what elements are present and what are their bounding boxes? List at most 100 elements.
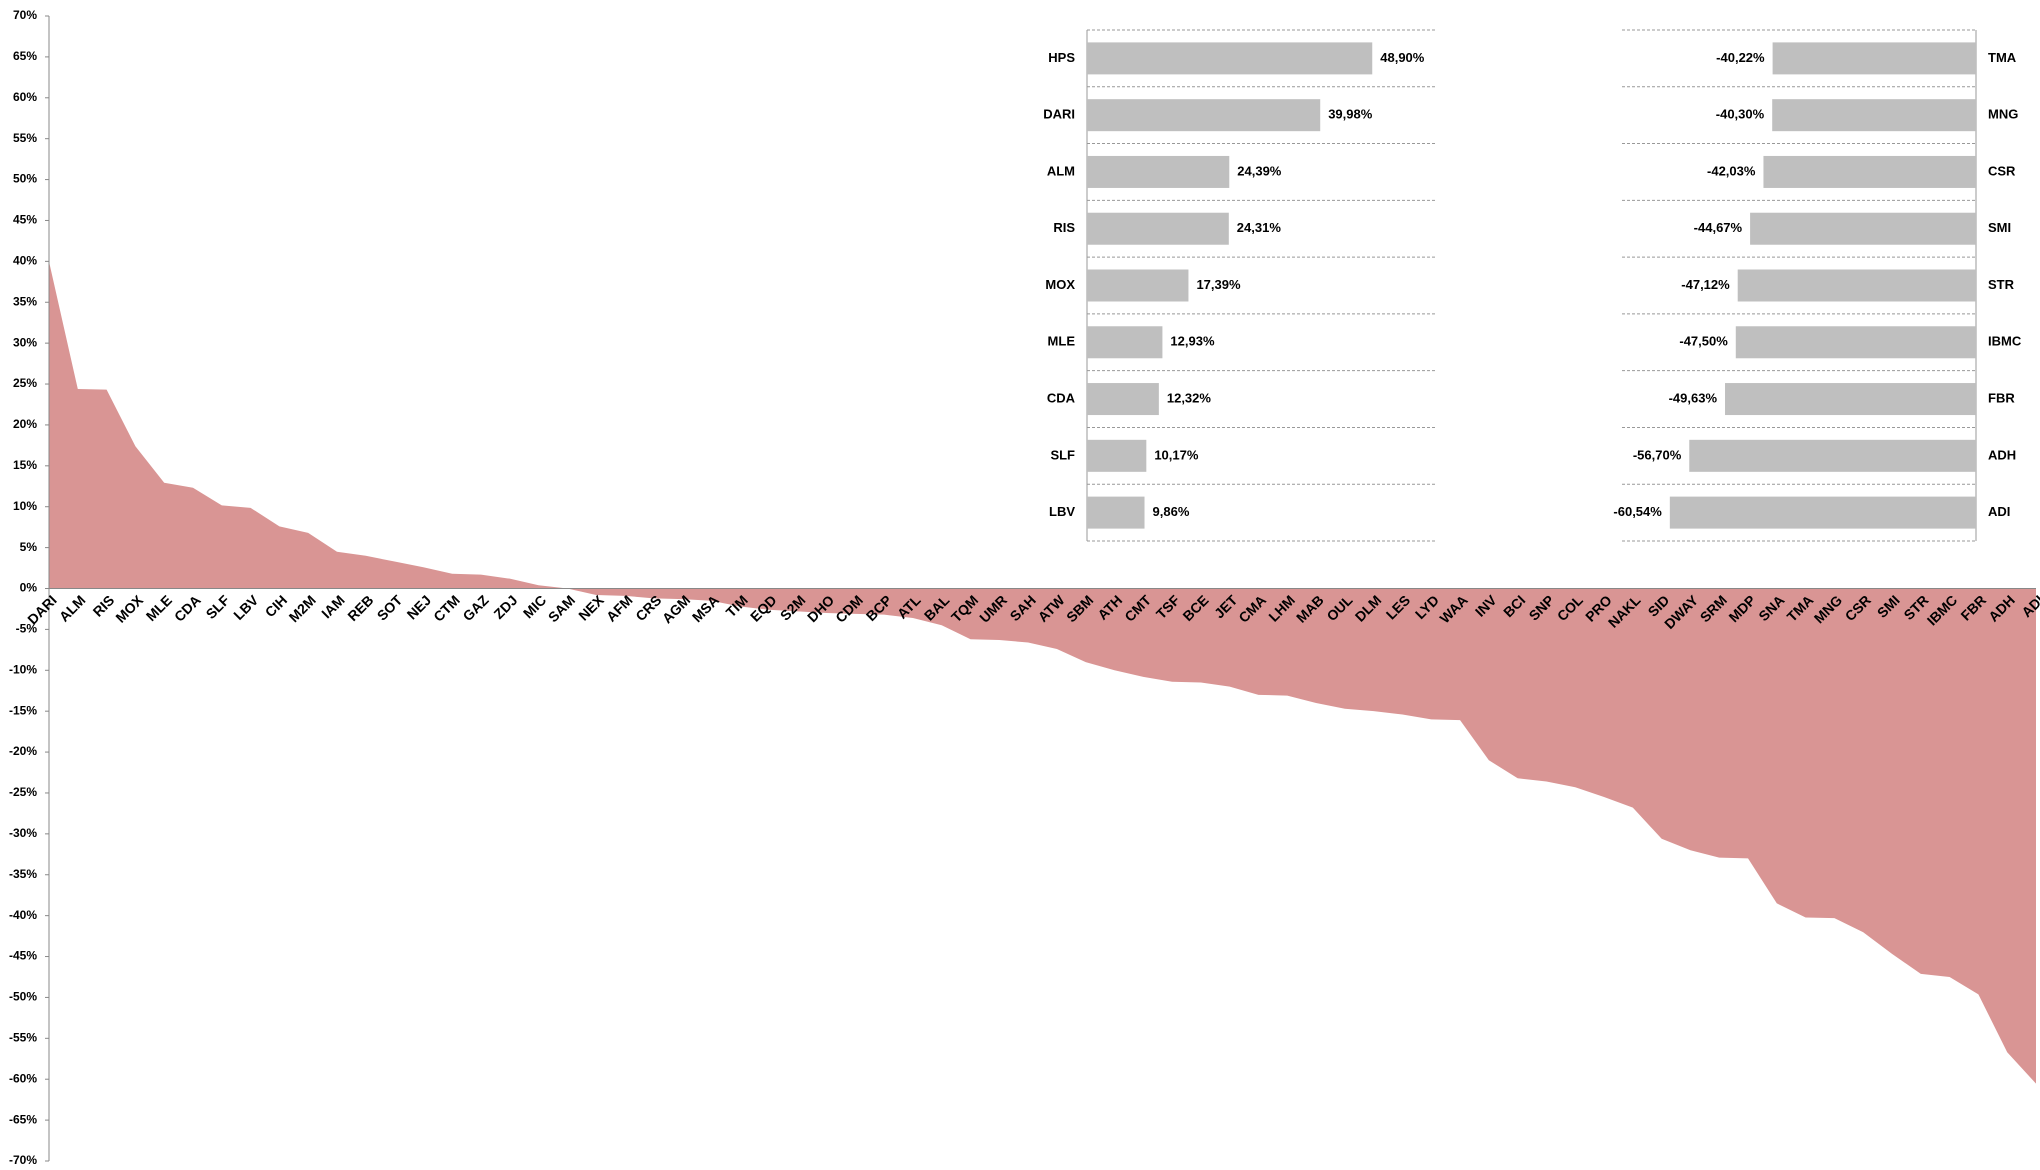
x-tick-label: AFM	[603, 592, 636, 625]
y-tick-label: 70%	[13, 8, 37, 22]
x-tick-label: NEJ	[404, 592, 435, 623]
y-tick-label: 20%	[13, 417, 37, 431]
y-tick-label: -45%	[9, 949, 37, 963]
category-label: STR	[1988, 277, 2015, 292]
y-tick-label: -55%	[9, 1030, 37, 1044]
x-tick-label: CIH	[262, 592, 290, 620]
category-label: MNG	[1988, 107, 2018, 122]
category-label: CSR	[1988, 163, 2016, 178]
x-tick-label: M2M	[286, 592, 319, 625]
bar	[1087, 269, 1189, 302]
bar	[1087, 212, 1229, 245]
y-tick-label: -35%	[9, 867, 37, 881]
bar	[1087, 99, 1321, 132]
category-label: IBMC	[1988, 334, 2022, 349]
y-tick-label: 0%	[20, 581, 38, 595]
value-label: -60,54%	[1613, 504, 1662, 519]
category-label: MOX	[1045, 277, 1075, 292]
y-tick-label: -10%	[9, 662, 37, 676]
x-tick-label: ZDJ	[490, 592, 520, 622]
x-tick-label: GAZ	[459, 592, 492, 625]
y-tick-label: 35%	[13, 294, 37, 308]
y-tick-label: -70%	[9, 1153, 37, 1167]
value-label: 24,39%	[1237, 163, 1282, 178]
x-tick-label: ALM	[56, 592, 89, 625]
value-label: -40,22%	[1716, 50, 1765, 65]
y-tick-label: 60%	[13, 90, 37, 104]
x-tick-label: SLF	[203, 592, 233, 622]
area	[49, 261, 2036, 1084]
y-tick-label: -65%	[9, 1112, 37, 1126]
bar	[1689, 439, 1976, 472]
x-tick-label: NEX	[575, 591, 607, 623]
y-tick-label: 50%	[13, 172, 37, 186]
category-label: ADI	[1988, 504, 2010, 519]
y-tick-label: 65%	[13, 49, 37, 63]
y-tick-label: 15%	[13, 458, 37, 472]
bar	[1087, 496, 1145, 529]
y-tick-label: 10%	[13, 499, 37, 513]
x-tick-label: MOX	[112, 591, 146, 625]
value-label: -49,63%	[1669, 390, 1718, 405]
category-label: TMA	[1988, 50, 2017, 65]
value-label: -47,50%	[1679, 334, 1728, 349]
bar	[1772, 42, 1976, 75]
value-label: 39,98%	[1328, 107, 1373, 122]
value-label: -44,67%	[1694, 220, 1743, 235]
bar	[1737, 269, 1976, 302]
value-label: 12,32%	[1167, 390, 1212, 405]
y-tick-label: -5%	[16, 622, 38, 636]
x-tick-label: IAM	[318, 592, 347, 621]
category-label: FBR	[1988, 390, 2015, 405]
x-tick-label: REB	[344, 592, 376, 624]
category-label: ADH	[1988, 447, 2016, 462]
x-tick-label: SAM	[545, 592, 578, 625]
category-label: MLE	[1048, 334, 1076, 349]
category-label: SLF	[1050, 447, 1075, 462]
bar	[1750, 212, 1976, 245]
bar	[1669, 496, 1976, 529]
y-tick-label: -60%	[9, 1071, 37, 1085]
bar	[1725, 383, 1976, 416]
value-label: -40,30%	[1716, 107, 1765, 122]
value-label: 17,39%	[1196, 277, 1241, 292]
value-label: 48,90%	[1380, 50, 1425, 65]
bar	[1087, 439, 1147, 472]
bar	[1772, 99, 1976, 132]
y-tick-label: 45%	[13, 213, 37, 227]
bar	[1735, 326, 1976, 359]
y-tick-label: -40%	[9, 908, 37, 922]
bar	[1087, 383, 1159, 416]
y-tick-label: 55%	[13, 131, 37, 145]
category-label: RIS	[1053, 220, 1075, 235]
x-tick-label: DARI	[24, 592, 60, 628]
bar	[1763, 155, 1976, 188]
category-label: HPS	[1048, 50, 1075, 65]
value-label: -42,03%	[1707, 163, 1756, 178]
category-label: ALM	[1047, 163, 1075, 178]
y-tick-label: 25%	[13, 376, 37, 390]
y-tick-label: -25%	[9, 785, 37, 799]
x-tick-label: CDA	[171, 592, 204, 625]
y-tick-label: 5%	[20, 540, 38, 554]
x-tick-label: MLE	[143, 592, 175, 624]
y-tick-label: -15%	[9, 703, 37, 717]
y-tick-label: 30%	[13, 335, 37, 349]
x-tick-label: CTM	[430, 592, 463, 625]
value-label: 10,17%	[1154, 447, 1199, 462]
y-tick-label: -30%	[9, 826, 37, 840]
category-label: SMI	[1988, 220, 2011, 235]
x-tick-label: MIC	[520, 592, 549, 621]
value-label: -47,12%	[1681, 277, 1730, 292]
category-label: LBV	[1049, 504, 1075, 519]
category-label: CDA	[1047, 390, 1076, 405]
value-label: 9,86%	[1153, 504, 1190, 519]
bar	[1087, 42, 1373, 75]
y-tick-label: -50%	[9, 990, 37, 1004]
x-tick-label: SOT	[374, 592, 406, 624]
bar	[1087, 155, 1230, 188]
bar	[1087, 326, 1163, 359]
value-label: 12,93%	[1170, 334, 1215, 349]
x-tick-label: LBV	[230, 591, 262, 623]
